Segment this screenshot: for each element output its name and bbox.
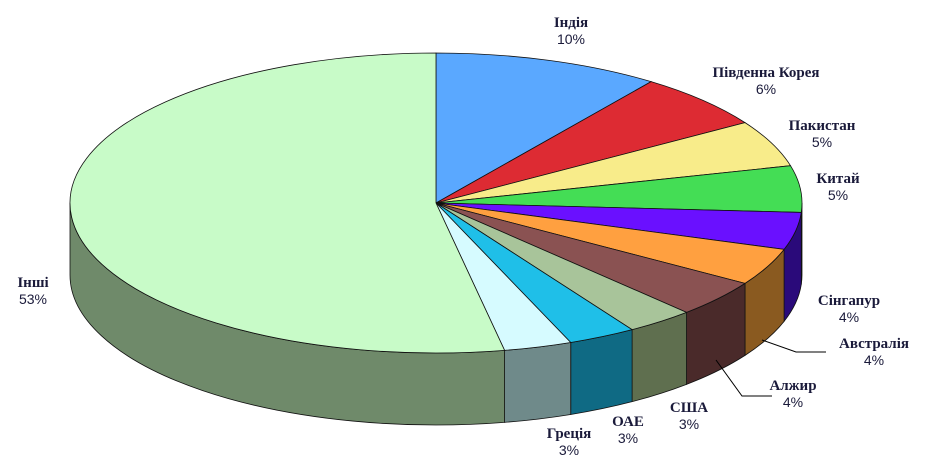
pie-tops — [69, 52, 803, 354]
slice-name-label-алжир: Алжир — [769, 378, 816, 394]
slice-value-label-сша: 3% — [679, 416, 699, 432]
slice-name-label-оае: ОАЕ — [612, 414, 644, 430]
slice-name-label-греція: Греція — [547, 426, 592, 442]
pie-sides — [69, 202, 803, 426]
slice-value-label-греція: 3% — [559, 442, 579, 457]
slice-інші — [69, 52, 506, 354]
leader-line-алжир — [715, 359, 772, 397]
slice-value-label-індія: 10% — [557, 31, 585, 47]
slice-name-label-індія: Індія — [554, 15, 588, 31]
slice-value-label-інші: 53% — [19, 291, 47, 307]
slice-name-label-південна-корея: Південна Корея — [712, 65, 819, 81]
slice-name-label-пакистан: Пакистан — [789, 118, 856, 134]
slice-індія — [435, 52, 653, 204]
slice-value-label-австралія: 4% — [864, 352, 884, 368]
slice-name-label-сша: США — [670, 400, 708, 416]
slice-name-label-австралія: Австралія — [839, 336, 909, 352]
slice-value-label-китай: 5% — [828, 187, 848, 203]
slice-value-label-алжир: 4% — [783, 394, 803, 410]
slice-value-label-південна-корея: 6% — [756, 81, 776, 97]
slice-name-label-китай: Китай — [816, 171, 860, 187]
slice-value-label-пакистан: 5% — [812, 134, 832, 150]
slice-південна-корея — [435, 81, 747, 204]
slice-name-label-сінгапур: Сінгапур — [818, 293, 880, 309]
leader-lines — [715, 339, 826, 397]
slice-name-label-інші: Інші — [17, 275, 48, 291]
slice-value-label-оае: 3% — [618, 430, 638, 446]
slice-side-оае — [570, 329, 633, 415]
slice-side-греція — [504, 341, 572, 423]
slice-value-label-сінгапур: 4% — [839, 309, 859, 325]
leader-line-австралія — [761, 339, 826, 353]
